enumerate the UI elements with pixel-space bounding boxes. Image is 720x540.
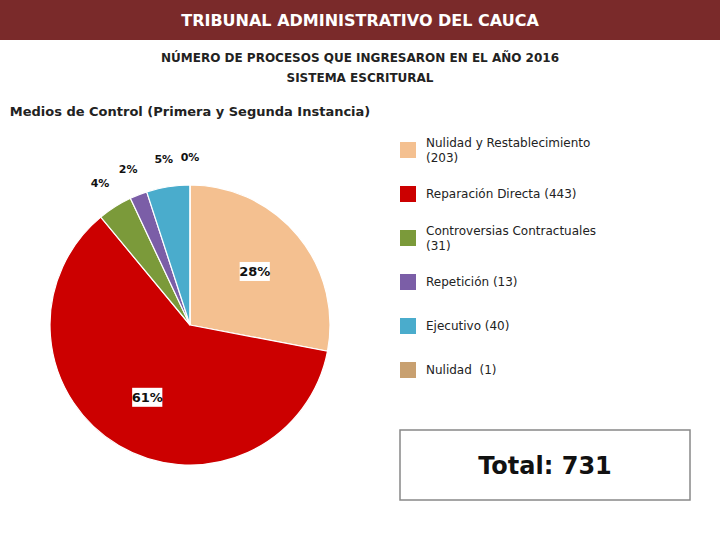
legend-entry: Controversias Contractuales(31) bbox=[426, 224, 596, 253]
data-label-box bbox=[154, 151, 174, 168]
data-label-box bbox=[132, 388, 162, 407]
legend-swatch bbox=[400, 142, 416, 158]
legend: Nulidad y Restablecimiento(203) Reparació… bbox=[400, 136, 596, 379]
data-labels: 28% 61% 4% 2% 5% 0% bbox=[90, 149, 270, 407]
data-label: 0% bbox=[181, 151, 200, 164]
legend-swatch bbox=[400, 274, 416, 290]
data-label-box bbox=[180, 149, 200, 166]
data-label-box bbox=[90, 175, 110, 192]
legend-entry: Ejecutivo (40) bbox=[426, 319, 509, 333]
pie-slice bbox=[190, 185, 330, 351]
chart: TRIBUNAL ADMINISTRATIVO DEL CAUCA NÚMERO … bbox=[0, 0, 720, 540]
data-label-box bbox=[240, 262, 270, 281]
pie-slice bbox=[147, 185, 190, 325]
legend-entry: Nulidad y Restablecimiento(203) bbox=[426, 136, 590, 165]
data-label: 28% bbox=[239, 264, 270, 279]
legend-swatch bbox=[400, 318, 416, 334]
data-label: 5% bbox=[154, 153, 173, 166]
legend-swatch bbox=[400, 186, 416, 202]
legend-swatch bbox=[400, 362, 416, 378]
data-label: 61% bbox=[132, 390, 163, 405]
total-text: Total: 731 bbox=[478, 452, 612, 480]
data-label: 4% bbox=[91, 177, 110, 190]
title-bar bbox=[0, 0, 720, 40]
pie-slice bbox=[189, 185, 190, 325]
title: TRIBUNAL ADMINISTRATIVO DEL CAUCA bbox=[181, 11, 539, 30]
legend-swatch bbox=[400, 230, 416, 246]
pie bbox=[50, 185, 330, 465]
background bbox=[0, 0, 720, 540]
pie-title: Medios de Control (Primera y Segunda Ins… bbox=[10, 104, 371, 119]
legend-entry: Reparación Directa (443) bbox=[426, 187, 577, 201]
data-label-box bbox=[118, 160, 138, 177]
total-box bbox=[400, 430, 690, 500]
legend-entry: Nulidad (1) bbox=[426, 363, 496, 377]
legend-entry: Repetición (13) bbox=[426, 275, 518, 289]
subtitle: NÚMERO DE PROCESOS QUE INGRESARON EN EL … bbox=[161, 50, 559, 65]
subtitle: SISTEMA ESCRITURAL bbox=[287, 71, 434, 85]
data-label: 2% bbox=[119, 163, 138, 176]
